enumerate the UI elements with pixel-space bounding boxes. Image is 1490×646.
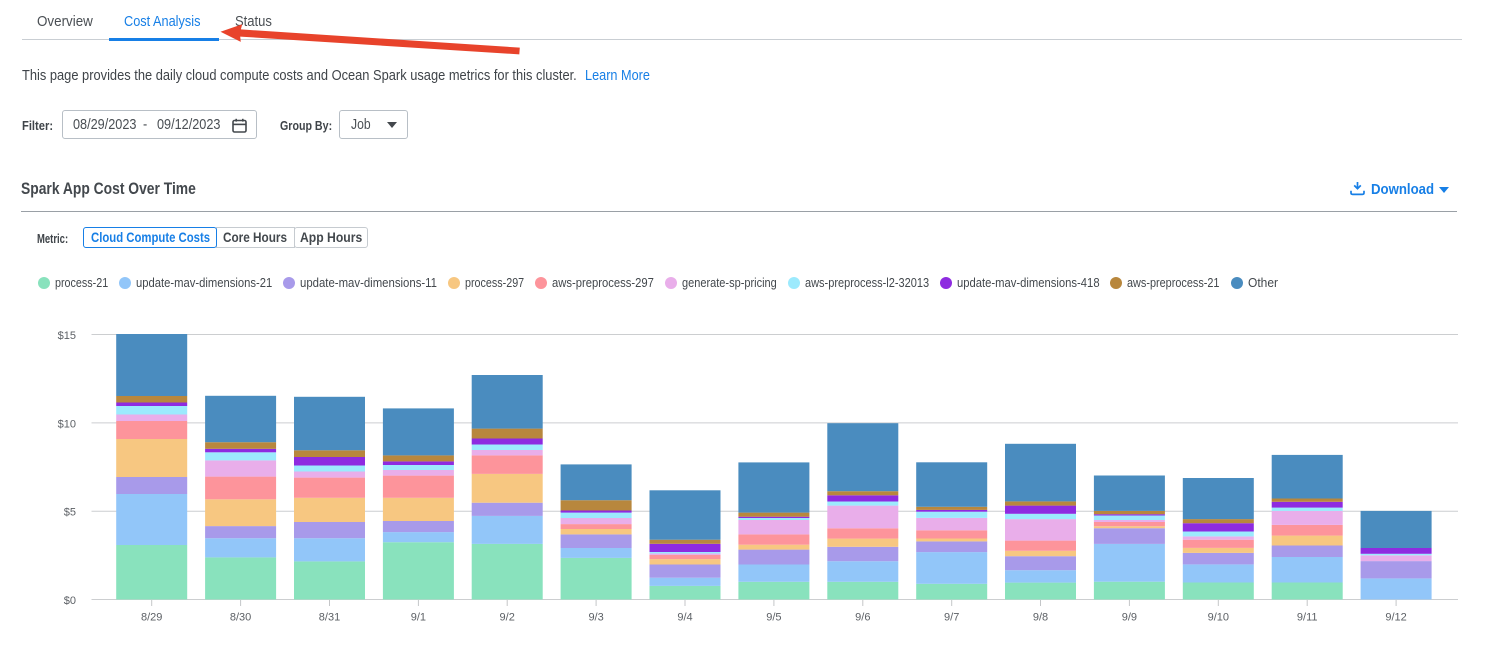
svg-text:$15: $15 [58, 330, 76, 342]
svg-text:9/2: 9/2 [500, 612, 515, 624]
svg-text:9/1: 9/1 [411, 612, 426, 624]
svg-text:8/30: 8/30 [230, 612, 251, 624]
svg-text:$0: $0 [64, 595, 76, 607]
svg-text:8/29: 8/29 [141, 612, 162, 624]
svg-text:9/12: 9/12 [1385, 612, 1406, 624]
svg-text:9/10: 9/10 [1208, 612, 1229, 624]
svg-text:$10: $10 [58, 418, 76, 430]
svg-text:9/6: 9/6 [855, 612, 870, 624]
svg-text:9/4: 9/4 [677, 612, 692, 624]
svg-text:$5: $5 [64, 507, 76, 519]
svg-text:9/9: 9/9 [1122, 612, 1137, 624]
svg-text:9/8: 9/8 [1033, 612, 1048, 624]
svg-text:9/5: 9/5 [766, 612, 781, 624]
svg-text:9/7: 9/7 [944, 612, 959, 624]
svg-text:8/31: 8/31 [319, 612, 340, 624]
svg-text:9/11: 9/11 [1297, 612, 1318, 624]
svg-text:9/3: 9/3 [588, 612, 603, 624]
